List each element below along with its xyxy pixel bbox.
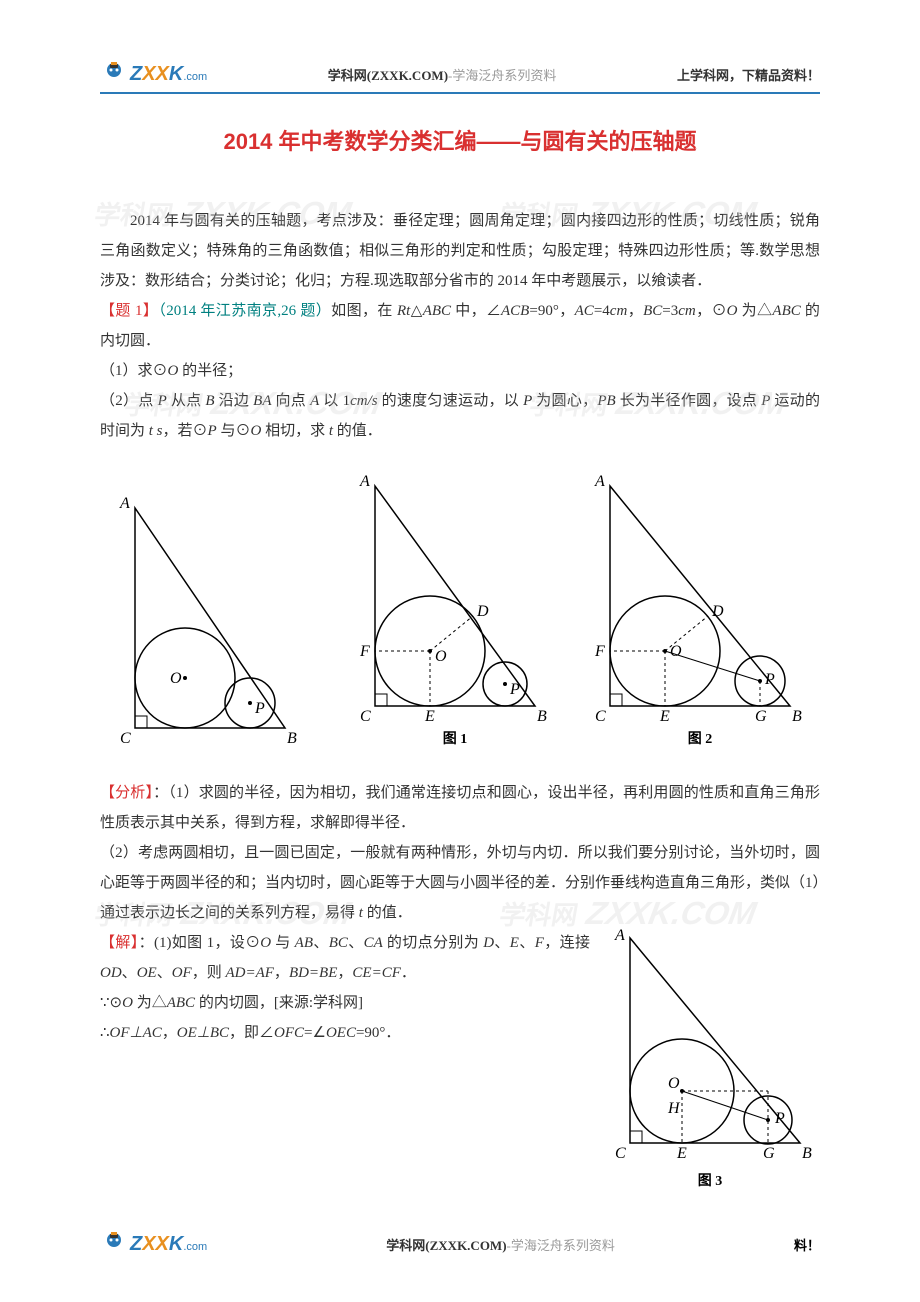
- svg-text:P: P: [764, 671, 775, 688]
- question-1-header: 【题 1】（2014 年江苏南京,26 题）如图，在 Rt△ABC 中，∠ACB…: [100, 296, 820, 356]
- question-source: （2014 年江苏南京,26 题）: [158, 303, 331, 319]
- svg-text:O: O: [435, 648, 447, 665]
- page-footer: ZXXK.com 学科网(ZXXK.COM)-学海泛舟系列资料 料！: [100, 1230, 820, 1258]
- svg-text:F: F: [359, 643, 370, 660]
- svg-text:B: B: [537, 708, 547, 725]
- analysis-label: 【分析】: [100, 785, 153, 801]
- diagrams-row: A C B O P A C B O: [100, 466, 820, 748]
- question-label: 【题 1】: [100, 303, 158, 319]
- svg-text:E: E: [659, 708, 670, 725]
- document-title: 2014 年中考数学分类汇编——与圆有关的压轴题: [100, 124, 820, 156]
- diagram-base: A C B O P: [100, 488, 330, 748]
- logo-letter-k: K: [169, 63, 183, 85]
- diagram-fig3: A C B O P H E G: [600, 928, 820, 1163]
- header-subtitle: -学海泛舟系列资料: [448, 68, 556, 83]
- svg-text:C: C: [120, 730, 131, 747]
- intro-paragraph: 2014 年与圆有关的压轴题，考点涉及：垂径定理；圆周角定理；圆内接四边形的性质…: [100, 206, 820, 296]
- svg-text:C: C: [595, 708, 606, 725]
- logo-icon: [100, 60, 128, 88]
- svg-text:C: C: [360, 708, 371, 725]
- svg-text:O: O: [170, 670, 182, 687]
- svg-text:P: P: [774, 1110, 785, 1127]
- footer-logo: ZXXK.com: [100, 1230, 207, 1258]
- svg-text:A: A: [119, 495, 130, 512]
- diagram-fig2: A C B O P F E D G 图 2: [580, 466, 820, 748]
- logo: ZXXK.com: [100, 60, 207, 88]
- svg-text:D: D: [476, 603, 489, 620]
- footer-right: 料！: [794, 1235, 820, 1254]
- svg-text:A: A: [614, 928, 625, 944]
- svg-text:C: C: [615, 1145, 626, 1162]
- analysis-paragraph-1: 【分析】：（1）求圆的半径，因为相切，我们通常连接切点和圆心，设出半径，再利用圆…: [100, 778, 820, 838]
- svg-text:G: G: [755, 708, 767, 725]
- header-slogan: 上学科网，下精品资料！: [677, 65, 820, 84]
- diagram-label-3: 图 3: [600, 1170, 820, 1190]
- diagram-fig1: A C B O P F E D 图 1: [340, 466, 570, 748]
- logo-letter-xx: XX: [142, 63, 169, 85]
- logo-letter-z: Z: [130, 63, 142, 85]
- question-1-part2: （2）点 P 从点 B 沿边 BA 向点 A 以 1cm/s 的速度匀速运动，以…: [100, 386, 820, 446]
- svg-text:G: G: [763, 1145, 775, 1162]
- svg-text:E: E: [676, 1145, 687, 1162]
- solution-block: A C B O P H E G 图 3 【解】：(1)如图 1，设⊙O 与 AB…: [100, 928, 820, 1190]
- document-page: 学科网 ZXXK.COM 学科网 ZXXK.COM 学科网 ZXXK.COM 学…: [0, 0, 920, 1298]
- svg-text:B: B: [287, 730, 297, 747]
- header-center: 学科网(ZXXK.COM)-学海泛舟系列资料: [328, 65, 557, 84]
- diagram-fig3-wrapper: A C B O P H E G 图 3: [600, 928, 820, 1190]
- analysis-paragraph-2: （2）考虑两圆相切，且一圆已固定，一般就有两种情形，外切与内切．所以我们要分别讨…: [100, 838, 820, 928]
- diagram-label-2: 图 2: [688, 728, 713, 748]
- svg-text:F: F: [594, 643, 605, 660]
- solution-label: 【解】: [100, 935, 139, 951]
- svg-text:O: O: [670, 643, 682, 660]
- logo-com: .com: [183, 71, 207, 83]
- svg-text:B: B: [792, 708, 802, 725]
- page-header: ZXXK.com 学科网(ZXXK.COM)-学海泛舟系列资料 上学科网，下精品…: [100, 60, 820, 94]
- question-1-part1: （1）求⊙O 的半径；: [100, 356, 820, 386]
- svg-text:O: O: [668, 1075, 680, 1092]
- svg-text:A: A: [594, 473, 605, 490]
- svg-text:P: P: [509, 681, 520, 698]
- svg-text:A: A: [359, 473, 370, 490]
- svg-text:D: D: [711, 603, 724, 620]
- svg-text:H: H: [667, 1100, 681, 1117]
- svg-text:E: E: [424, 708, 435, 725]
- footer-logo-icon: [100, 1230, 128, 1258]
- svg-text:P: P: [254, 700, 265, 717]
- svg-text:B: B: [802, 1145, 812, 1162]
- header-site: 学科网(ZXXK.COM): [328, 68, 448, 83]
- footer-center: 学科网(ZXXK.COM)-学海泛舟系列资料: [386, 1235, 615, 1254]
- diagram-label-1: 图 1: [443, 728, 468, 748]
